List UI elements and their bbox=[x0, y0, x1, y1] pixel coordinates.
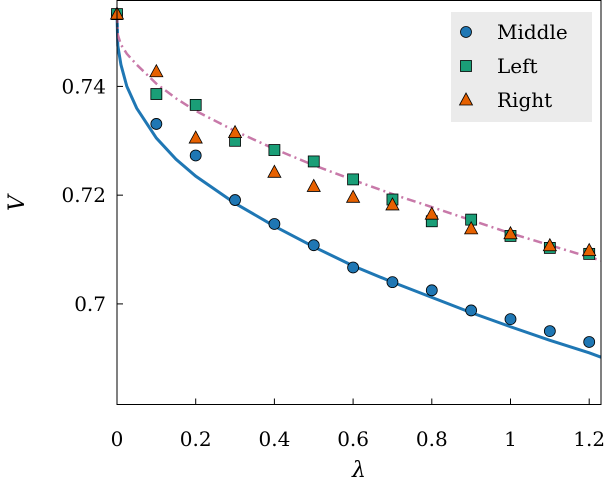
axis-ticks: 0 0.2 0.4 0.6 0.8 1 1.2 0.7 0.72 0.74 bbox=[61, 74, 605, 451]
point-square-2 bbox=[189, 98, 202, 111]
point-triangle-12 bbox=[582, 242, 597, 257]
x-tick-label: 0.2 bbox=[180, 427, 212, 451]
point-square-6 bbox=[347, 173, 359, 186]
point-triangle-7 bbox=[385, 197, 400, 211]
x-tick-label: 0 bbox=[111, 427, 124, 451]
point-circle-4 bbox=[268, 218, 281, 230]
point-circle-6 bbox=[347, 261, 359, 274]
x-tick-label: 0.8 bbox=[416, 427, 448, 451]
legend-marker-triangle bbox=[458, 92, 474, 106]
legend-label: Left bbox=[497, 54, 538, 78]
point-circle-7 bbox=[386, 276, 399, 289]
legend-marker-circle bbox=[460, 26, 472, 38]
y-tick-label: 0.74 bbox=[61, 74, 106, 98]
point-circle-12 bbox=[583, 336, 596, 348]
point-circle-11 bbox=[543, 325, 556, 337]
y-tick-label: 0.72 bbox=[61, 183, 106, 207]
point-square-5 bbox=[307, 155, 320, 168]
point-circle-2 bbox=[189, 149, 202, 162]
point-triangle-1 bbox=[149, 63, 164, 78]
point-triangle-6 bbox=[345, 189, 361, 203]
x-tick-label: 1 bbox=[504, 427, 517, 451]
point-circle-8 bbox=[425, 284, 438, 297]
legend-label: Right bbox=[497, 88, 552, 112]
point-triangle-8 bbox=[424, 206, 439, 220]
plot-frame bbox=[116, 0, 602, 405]
point-circle-9 bbox=[465, 304, 478, 317]
y-axis-label: V bbox=[5, 193, 30, 211]
legend-box bbox=[451, 12, 592, 122]
point-circle-3 bbox=[229, 194, 241, 206]
legend-marker-square bbox=[460, 60, 472, 72]
legend-label: Middle bbox=[497, 20, 568, 44]
x-tick-label: 0.4 bbox=[258, 427, 290, 451]
x-tick-label: 0.6 bbox=[337, 427, 369, 451]
x-tick-label: 1.2 bbox=[573, 427, 605, 451]
point-triangle-3 bbox=[227, 124, 243, 139]
point-triangle-5 bbox=[306, 178, 321, 192]
point-triangle-9 bbox=[463, 221, 479, 235]
x-axis-label: λ bbox=[351, 458, 366, 483]
point-triangle-4 bbox=[267, 164, 282, 178]
point-square-4 bbox=[268, 144, 281, 156]
point-circle-5 bbox=[307, 239, 320, 252]
point-triangle-11 bbox=[542, 237, 558, 252]
point-circle-1 bbox=[150, 118, 163, 130]
point-square-1 bbox=[150, 88, 163, 100]
y-tick-label: 0.7 bbox=[74, 292, 106, 316]
point-circle-10 bbox=[504, 313, 517, 326]
point-triangle-10 bbox=[503, 225, 518, 240]
point-triangle-2 bbox=[188, 130, 203, 144]
legend: Middle Left Right bbox=[451, 12, 592, 122]
